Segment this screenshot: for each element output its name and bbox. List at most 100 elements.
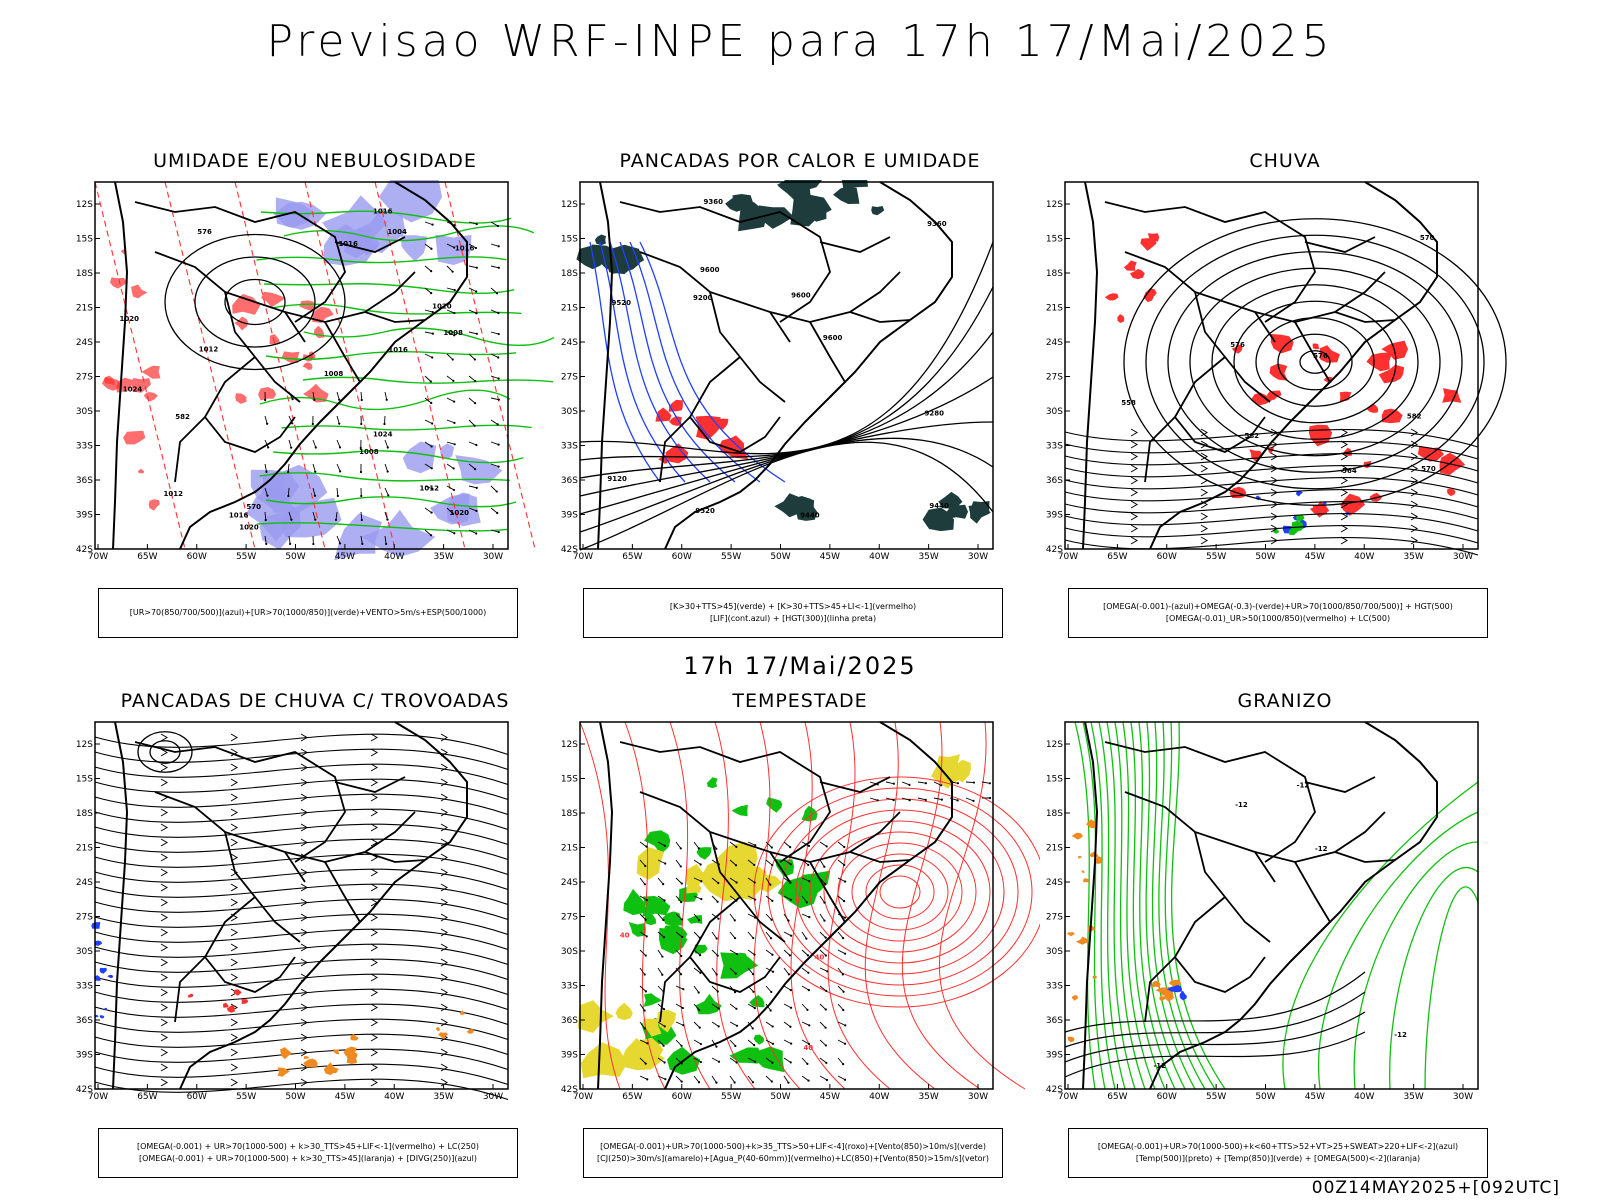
wind-vector-head (645, 935, 648, 938)
hail-area (1179, 990, 1187, 1001)
streamline-arrow (160, 988, 168, 997)
wind-vector-head (681, 935, 684, 939)
humid-lower-contour (265, 350, 517, 360)
wind-vector-head (662, 1044, 665, 1047)
wind-vector (819, 949, 827, 956)
wind-vector (819, 1057, 827, 1064)
wind-vector (711, 985, 719, 992)
rain-area (1270, 334, 1294, 354)
lon-tick-label: 65W (137, 552, 157, 562)
wind-vector-head (699, 1060, 702, 1064)
wind-vector-head (988, 782, 991, 785)
country-border (324, 861, 362, 938)
contour-label: 582 (1244, 432, 1259, 440)
legend-line: [CJ(250)>30m/s](amarelo)+[Agua_P(40-60mm… (597, 1154, 989, 1163)
wind-vector-head (806, 954, 810, 957)
temp-500-contour (1064, 1031, 1366, 1078)
thickness-line (304, 181, 396, 550)
map-chuva: 582 576 570 564 558 582 576 570 12S 15S 18S 21S 24S 2… (1046, 181, 1507, 562)
jet-area (577, 1000, 614, 1033)
streamline-arrow (1410, 440, 1418, 449)
contour-label: 576 (197, 228, 212, 236)
wind-vector-head (717, 1007, 720, 1010)
streamline-arrow (440, 853, 448, 862)
wind-vector-head (473, 358, 476, 361)
wind-vector (765, 895, 773, 902)
wind-vector (885, 781, 894, 785)
streamline-arrow (1270, 536, 1278, 545)
streamline-arrow (370, 1078, 378, 1087)
wind-vector-head (753, 863, 756, 867)
lat-tick-label: 33S (561, 442, 578, 452)
streamline-850 (624, 721, 666, 1090)
streamline-arrow (160, 898, 168, 907)
map-content (91, 722, 509, 1101)
wind-vector-head (734, 991, 737, 994)
wind-vector (384, 487, 389, 496)
wind-850-area (729, 1047, 764, 1064)
contour-label: 1012 (420, 484, 440, 492)
wind-vector-head (876, 799, 879, 802)
storm-area (466, 1029, 474, 1034)
contour-label: 9440 (929, 502, 949, 510)
temp-850-contour (1145, 721, 1186, 1090)
wind-vector (287, 487, 290, 497)
severe-storm-area (240, 998, 249, 1004)
lat-tick-label: 18S (76, 809, 93, 819)
contour-label: 1024 (373, 430, 393, 438)
rain-area (1140, 238, 1157, 251)
wind-vector-head (496, 423, 499, 426)
temp-850-contour (1424, 886, 1479, 1090)
humid-lower-contour (303, 327, 555, 347)
wind-vector (468, 419, 475, 427)
wind-vector (336, 415, 340, 424)
streamline-arrow (230, 943, 238, 952)
wind-vector (675, 1003, 684, 1009)
wind-vector-head (497, 398, 500, 401)
wind-850-area (644, 830, 671, 855)
wind-vector-head (807, 1079, 810, 1082)
wind-vector-head (824, 954, 827, 957)
wind-vector-head (431, 310, 434, 314)
country-border (203, 356, 296, 453)
convective-area (757, 205, 794, 229)
storm-area (436, 1027, 440, 1032)
wind-vector (819, 1021, 826, 1029)
streamline (1064, 513, 1479, 532)
lat-tick-label: 33S (1046, 442, 1063, 452)
country-border (174, 416, 206, 483)
strong-upward-area (1296, 514, 1305, 522)
streamline (94, 1078, 509, 1101)
streamline-arrow (300, 883, 308, 892)
contour-label: 1008 (324, 370, 344, 378)
wind-vector-head (699, 1042, 703, 1046)
lat-tick-label: 36S (1046, 476, 1063, 486)
panel-title: TEMPESTADE (732, 690, 868, 712)
lat-tick-label: 21S (561, 304, 578, 314)
temp-850-contour (1164, 721, 1216, 1090)
wind-vector-head (453, 443, 456, 446)
wind-vector (711, 931, 718, 939)
wind-vector-head (771, 899, 774, 902)
streamline-arrow (160, 778, 168, 787)
wind-vector-head (643, 883, 647, 886)
wind-vector (639, 841, 647, 848)
storm-area (303, 1056, 310, 1060)
omega-area (1071, 832, 1083, 840)
streamline-arrow (440, 898, 448, 907)
wind-vector (336, 391, 340, 400)
wind-vector-head (716, 900, 719, 903)
country-border (619, 201, 831, 323)
streamline (1064, 441, 1479, 460)
lon-tick-label: 60W (1157, 1092, 1177, 1102)
lon-tick-label: 70W (88, 552, 108, 562)
wind-vector (360, 511, 363, 521)
streamline (94, 778, 509, 801)
wind-vector-head (699, 954, 702, 957)
lat-tick-label: 39S (1046, 511, 1063, 521)
omega-area (1151, 980, 1161, 988)
wind-vector (837, 895, 845, 902)
contour-label: 1008 (443, 329, 463, 337)
wind-vector (468, 507, 477, 512)
wind-vector (933, 797, 942, 801)
